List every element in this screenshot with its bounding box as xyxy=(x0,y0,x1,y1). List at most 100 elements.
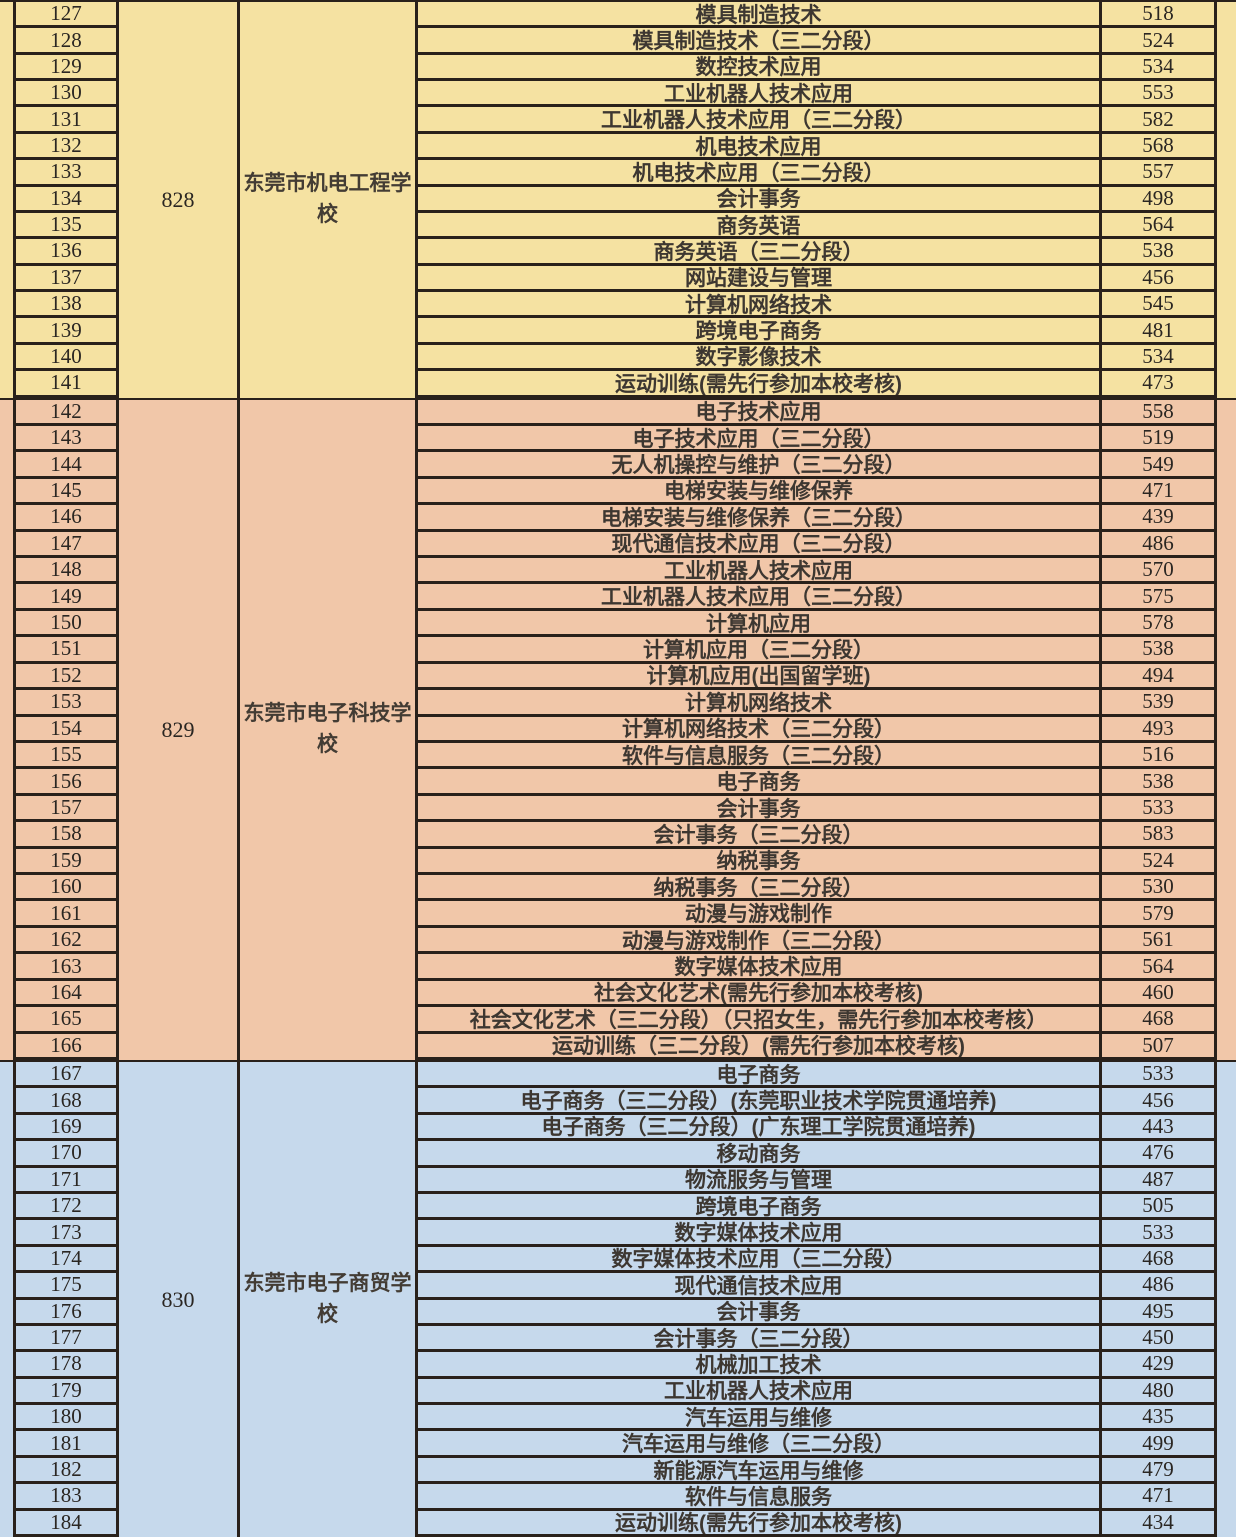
major-cell: 现代通信技术应用 xyxy=(418,1273,1102,1300)
major-cell: 软件与信息服务 xyxy=(418,1484,1102,1511)
major-cell: 计算机网络技术（三二分段） xyxy=(418,716,1102,743)
row-number-cell: 165 xyxy=(13,1007,119,1034)
row-number-cell: 162 xyxy=(13,927,119,955)
school-code: 828 xyxy=(119,2,240,398)
score-cell: 564 xyxy=(1102,212,1217,240)
score-cell: 468 xyxy=(1102,1246,1217,1274)
major-cell: 无人机操控与维护（三二分段） xyxy=(418,452,1102,479)
major-cell: 纳税事务（三二分段） xyxy=(418,875,1102,902)
major-cell: 动漫与游戏制作（三二分段） xyxy=(418,927,1102,955)
major-cell: 模具制造技术 xyxy=(418,2,1102,29)
row-number-cell: 144 xyxy=(13,452,119,479)
row-number-cell: 166 xyxy=(13,1033,119,1060)
score-cell: 486 xyxy=(1102,1273,1217,1300)
major-cell: 计算机网络技术 xyxy=(418,292,1102,319)
major-cell: 工业机器人技术应用（三二分段） xyxy=(418,584,1102,611)
school-name: 东莞市电子商贸学校 xyxy=(240,1062,418,1537)
major-cell: 电子商务（三二分段）(广东理工学院贯通培养) xyxy=(418,1114,1102,1142)
major-cell: 计算机网络技术 xyxy=(418,690,1102,717)
row-number-cell: 143 xyxy=(13,425,119,453)
score-cell: 443 xyxy=(1102,1114,1217,1142)
row-number-cell: 145 xyxy=(13,478,119,506)
school-name: 东莞市电子科技学校 xyxy=(240,399,418,1060)
score-cell: 456 xyxy=(1102,1088,1217,1115)
score-cell: 481 xyxy=(1102,318,1217,345)
row-number-cell: 172 xyxy=(13,1193,119,1221)
score-cell: 579 xyxy=(1102,901,1217,928)
row-number-cell: 157 xyxy=(13,795,119,823)
score-cell: 582 xyxy=(1102,107,1217,134)
score-cell: 533 xyxy=(1102,1062,1217,1089)
school-code: 829 xyxy=(119,399,240,1060)
row-number-cell: 131 xyxy=(13,107,119,134)
row-number-cell: 150 xyxy=(13,610,119,638)
score-cell: 487 xyxy=(1102,1167,1217,1194)
row-number-cell: 138 xyxy=(13,292,119,319)
major-cell: 汽车运用与维修 xyxy=(418,1405,1102,1432)
score-cell: 450 xyxy=(1102,1325,1217,1353)
score-cell: 575 xyxy=(1102,584,1217,611)
major-cell: 数控技术应用 xyxy=(418,54,1102,82)
score-cell: 499 xyxy=(1102,1431,1217,1458)
row-number-cell: 153 xyxy=(13,690,119,717)
major-cell: 会计事务（三二分段） xyxy=(418,1325,1102,1353)
school-section: 830 东莞市电子商贸学校 167 电子商务 533 168 电子商务（三二分段）(东莞职业… xyxy=(0,1060,1236,1537)
score-cell: 570 xyxy=(1102,558,1217,585)
major-cell: 软件与信息服务（三二分段） xyxy=(418,742,1102,770)
major-cell: 模具制造技术（三二分段） xyxy=(418,28,1102,55)
major-cell: 电梯安装与维修保养 xyxy=(418,478,1102,506)
row-number-cell: 169 xyxy=(13,1114,119,1142)
major-cell: 电子技术应用 xyxy=(418,399,1102,426)
score-cell: 568 xyxy=(1102,133,1217,161)
school-section: 828 东莞市机电工程学校 127 模具制造技术 518 128 模具制造技术（三二分段） 5… xyxy=(0,0,1236,398)
row-number-cell: 148 xyxy=(13,558,119,585)
major-cell: 运动训练(需先行参加本校考核) xyxy=(418,371,1102,398)
row-number-cell: 160 xyxy=(13,875,119,902)
score-cell: 530 xyxy=(1102,875,1217,902)
major-cell: 商务英语（三二分段） xyxy=(418,239,1102,266)
row-number-cell: 152 xyxy=(13,663,119,691)
row-number-cell: 174 xyxy=(13,1246,119,1274)
score-cell: 460 xyxy=(1102,980,1217,1008)
score-cell: 583 xyxy=(1102,822,1217,849)
row-number-cell: 140 xyxy=(13,344,119,372)
row-number-cell: 142 xyxy=(13,399,119,426)
score-cell: 533 xyxy=(1102,1220,1217,1247)
score-cell: 549 xyxy=(1102,452,1217,479)
row-number-cell: 151 xyxy=(13,637,119,664)
row-number-cell: 175 xyxy=(13,1273,119,1300)
major-cell: 电子商务 xyxy=(418,1062,1102,1089)
row-number-cell: 137 xyxy=(13,265,119,293)
score-cell: 480 xyxy=(1102,1378,1217,1406)
row-number-cell: 179 xyxy=(13,1378,119,1406)
major-cell: 数字媒体技术应用 xyxy=(418,954,1102,981)
score-cell: 561 xyxy=(1102,927,1217,955)
score-cell: 533 xyxy=(1102,795,1217,823)
major-cell: 纳税事务 xyxy=(418,848,1102,876)
row-number-cell: 171 xyxy=(13,1167,119,1194)
major-cell: 数字媒体技术应用 xyxy=(418,1220,1102,1247)
major-cell: 工业机器人技术应用 xyxy=(418,558,1102,585)
row-number-cell: 130 xyxy=(13,81,119,108)
row-number-cell: 158 xyxy=(13,822,119,849)
score-cell: 545 xyxy=(1102,292,1217,319)
row-number-cell: 163 xyxy=(13,954,119,981)
row-number-cell: 127 xyxy=(13,2,119,29)
school-name: 东莞市机电工程学校 xyxy=(240,2,418,398)
row-number-cell: 149 xyxy=(13,584,119,611)
score-cell: 516 xyxy=(1102,742,1217,770)
score-cell: 534 xyxy=(1102,54,1217,82)
major-cell: 计算机应用(出国留学班) xyxy=(418,663,1102,691)
major-cell: 跨境电子商务 xyxy=(418,318,1102,345)
major-cell: 计算机应用 xyxy=(418,610,1102,638)
score-cell: 539 xyxy=(1102,690,1217,717)
score-cell: 564 xyxy=(1102,954,1217,981)
score-cell: 505 xyxy=(1102,1193,1217,1221)
major-cell: 工业机器人技术应用 xyxy=(418,1378,1102,1406)
major-cell: 计算机应用（三二分段） xyxy=(418,637,1102,664)
major-cell: 机电技术应用（三二分段） xyxy=(418,160,1102,187)
score-cell: 553 xyxy=(1102,81,1217,108)
row-number-cell: 141 xyxy=(13,371,119,398)
row-number-cell: 135 xyxy=(13,212,119,240)
row-number-cell: 173 xyxy=(13,1220,119,1247)
